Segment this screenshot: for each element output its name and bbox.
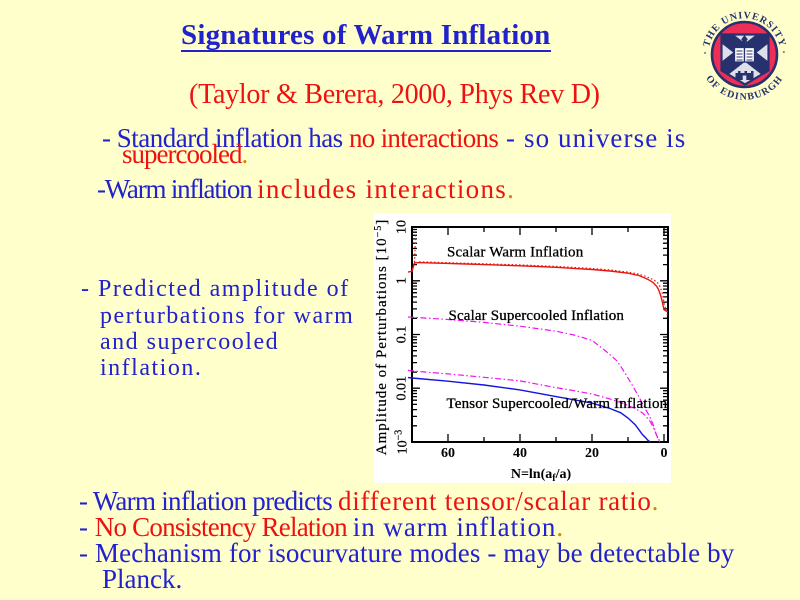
svg-text:Scalar Warm Inflation: Scalar Warm Inflation (447, 245, 584, 261)
svg-text:0.1: 0.1 (395, 326, 410, 344)
svg-text:Scalar Supercooled Inflation: Scalar Supercooled Inflation (449, 308, 625, 324)
svg-text:Amplitude of Perturbations [10: Amplitude of Perturbations [10−5] (374, 219, 390, 456)
svg-text:20: 20 (585, 446, 599, 461)
svg-text:10: 10 (395, 220, 410, 234)
svg-text:Tensor Supercooled/Warm Inflat: Tensor Supercooled/Warm Inflation (447, 396, 668, 412)
svg-text:1: 1 (395, 277, 410, 284)
svg-text:0.01: 0.01 (395, 376, 410, 401)
svg-text:40: 40 (513, 446, 527, 461)
svg-text:60: 60 (441, 446, 455, 461)
svg-text:0: 0 (661, 446, 668, 461)
svg-text:N=ln(af/a): N=ln(af/a) (511, 467, 572, 483)
